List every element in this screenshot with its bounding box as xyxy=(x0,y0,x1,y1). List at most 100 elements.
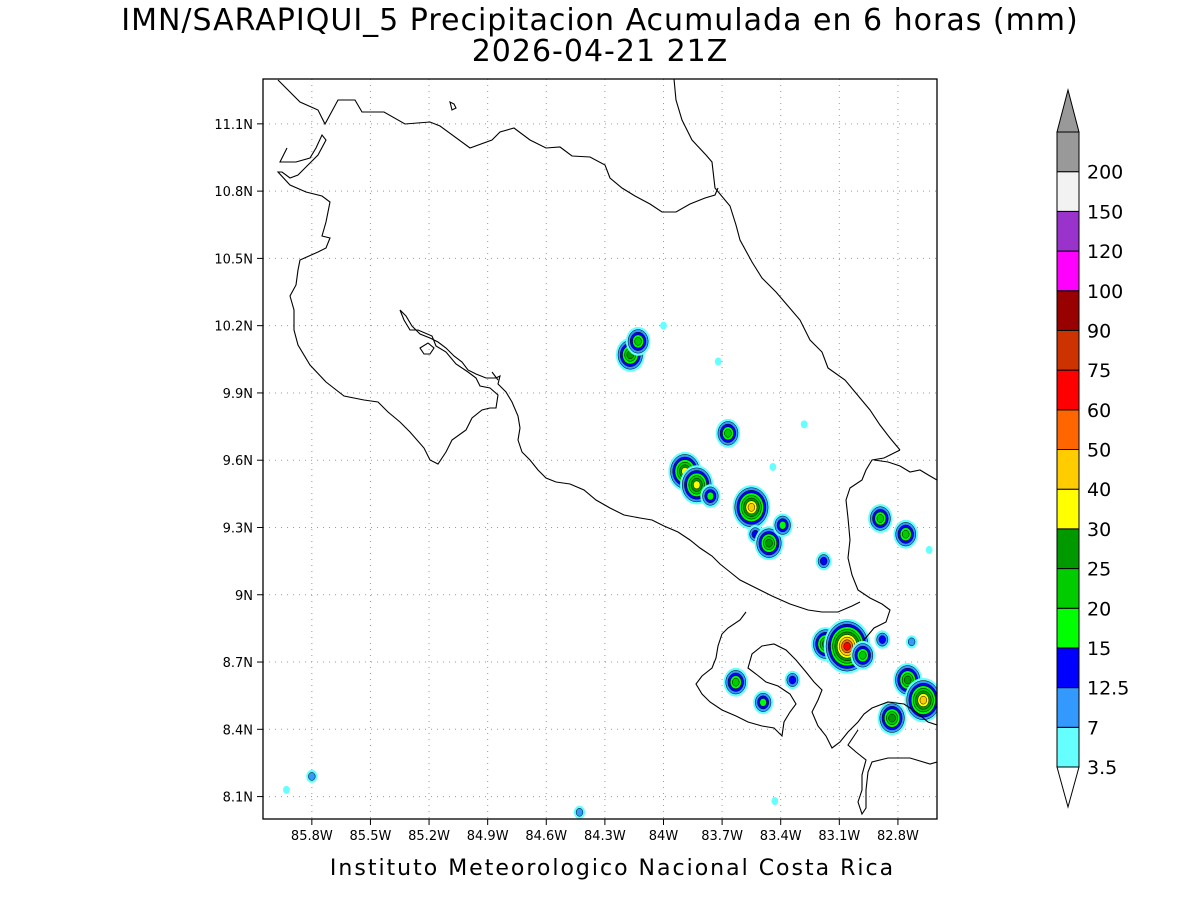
longitude-axis: 85.8W 85.5W 85.2W 84.9W 84.6W 84.3W 84W 83.7W 83… xyxy=(291,819,919,844)
precip-cell xyxy=(753,690,774,715)
pacific-coast-osa xyxy=(695,611,937,749)
precip-contour xyxy=(859,651,867,660)
colorbar-label: 3.5 xyxy=(1087,757,1117,779)
precip-cell xyxy=(815,551,832,571)
precip-contour xyxy=(820,556,828,566)
lon-tick-label: 83.4W xyxy=(760,829,802,844)
colorbar-swatch xyxy=(1056,726,1080,768)
lat-tick-label: 10.5N xyxy=(214,252,253,267)
precip-contour xyxy=(888,713,896,723)
colorbar-label: 75 xyxy=(1087,360,1111,382)
lat-tick-label: 11.1N xyxy=(214,118,253,133)
lon-tick-label: 84W xyxy=(649,829,679,844)
graticule-grid xyxy=(263,79,937,819)
puntarenas-spit xyxy=(491,371,499,381)
burica-peninsula xyxy=(847,729,937,816)
lat-tick-label: 9N xyxy=(235,589,253,604)
precip-cell xyxy=(723,667,749,697)
precip-cell xyxy=(715,418,741,448)
precip-contour xyxy=(779,520,787,530)
precip-cell xyxy=(893,519,918,549)
colorbar-swatch xyxy=(1056,131,1080,173)
coastline-borders xyxy=(276,79,937,816)
colorbar-label: 7 xyxy=(1087,717,1099,739)
colorbar-over-arrow xyxy=(1056,88,1080,133)
precip-cell xyxy=(850,640,876,670)
lat-tick-label: 8.4N xyxy=(223,723,253,738)
lat-tick-label: 8.1N xyxy=(223,791,253,806)
colorbar-label: 150 xyxy=(1087,201,1123,223)
colorbar-swatch xyxy=(1056,369,1080,411)
latitude-axis: 8.1N 8.4N 8.7N 9N 9.3N 9.6N 9.9N 10.2N 10.5N 10.8… xyxy=(214,118,263,806)
precip-contour xyxy=(693,480,701,490)
colorbar-swatch xyxy=(1056,449,1080,490)
map-frame xyxy=(262,78,938,820)
precip-cell xyxy=(732,485,771,530)
precip-cell xyxy=(573,805,586,819)
colorbar-label: 20 xyxy=(1087,598,1111,620)
caribbean-coast xyxy=(673,79,901,451)
lon-tick-label: 82.8W xyxy=(877,829,919,844)
colorbar-label: 12.5 xyxy=(1087,678,1129,700)
precip-contour xyxy=(634,337,642,346)
precip-contour xyxy=(771,797,779,806)
precip-cell xyxy=(772,513,793,538)
precip-contour xyxy=(283,785,290,794)
colorbar-swatch xyxy=(1056,687,1080,728)
lon-tick-label: 84.9W xyxy=(467,829,509,844)
lake-island xyxy=(449,100,457,111)
footer-credit: Instituto Meteorologico Nacional Costa R… xyxy=(329,856,896,881)
precip-contour xyxy=(843,642,851,651)
colorbar-swatch xyxy=(1056,290,1080,331)
precip-contour xyxy=(724,429,732,438)
colorbar-label: 25 xyxy=(1087,559,1111,581)
precip-contour xyxy=(902,529,910,539)
precip-contour xyxy=(706,491,715,501)
colorbar-label: 50 xyxy=(1087,440,1111,462)
lon-tick-label: 85.2W xyxy=(408,829,450,844)
precip-contour xyxy=(747,503,756,512)
precip-cell xyxy=(874,630,891,649)
precip-cell xyxy=(877,701,907,736)
nicaragua-south-coast xyxy=(277,79,719,213)
lat-tick-label: 9.9N xyxy=(223,387,253,402)
colorbar-swatch xyxy=(1056,647,1080,689)
precip-cell xyxy=(905,635,918,649)
colorbar-label: 30 xyxy=(1087,519,1111,541)
lon-tick-label: 84.3W xyxy=(584,829,626,844)
lon-tick-label: 85.8W xyxy=(291,829,333,844)
colorbar-swatch xyxy=(1056,329,1080,371)
colorbar-label: 100 xyxy=(1087,281,1123,303)
caribbean-coast-2 xyxy=(845,449,901,641)
precip-contour xyxy=(714,357,722,366)
precip-contour xyxy=(575,808,584,817)
colorbar-label: 200 xyxy=(1087,162,1123,184)
colorbar-label: 120 xyxy=(1087,241,1123,263)
precip-cell xyxy=(771,797,779,806)
precipitation-contours xyxy=(283,321,937,819)
lon-tick-label: 83.1W xyxy=(818,829,860,844)
panama-border xyxy=(873,459,937,481)
precip-contour xyxy=(919,695,927,705)
colorbar-swatch xyxy=(1056,488,1080,530)
precip-contour xyxy=(878,635,886,644)
chart-subtitle-date: 2026-04-21 21Z xyxy=(471,34,729,69)
colorbar-swatch xyxy=(1056,250,1080,292)
precip-contour xyxy=(660,321,667,330)
lon-tick-label: 84.6W xyxy=(525,829,567,844)
colorbar-swatch xyxy=(1056,210,1080,252)
colorbar-swatch xyxy=(1056,409,1080,450)
precip-contour xyxy=(904,675,912,685)
colorbar-label: 60 xyxy=(1087,400,1111,422)
precip-contour xyxy=(800,420,808,429)
precip-contour xyxy=(876,514,884,523)
colorbar-under-arrow xyxy=(1056,766,1080,809)
lat-tick-label: 10.8N xyxy=(214,185,253,200)
colorbar-legend: 3.5 7 12.5 15 20 25 30 40 50 60 75 90 100 120 150 200 xyxy=(1056,88,1129,809)
precip-cell xyxy=(784,670,801,690)
lon-tick-label: 85.5W xyxy=(350,829,392,844)
precip-cell xyxy=(868,504,893,533)
lat-tick-label: 9.6N xyxy=(223,454,253,469)
precip-cell xyxy=(904,677,937,723)
precip-cell xyxy=(625,326,651,356)
